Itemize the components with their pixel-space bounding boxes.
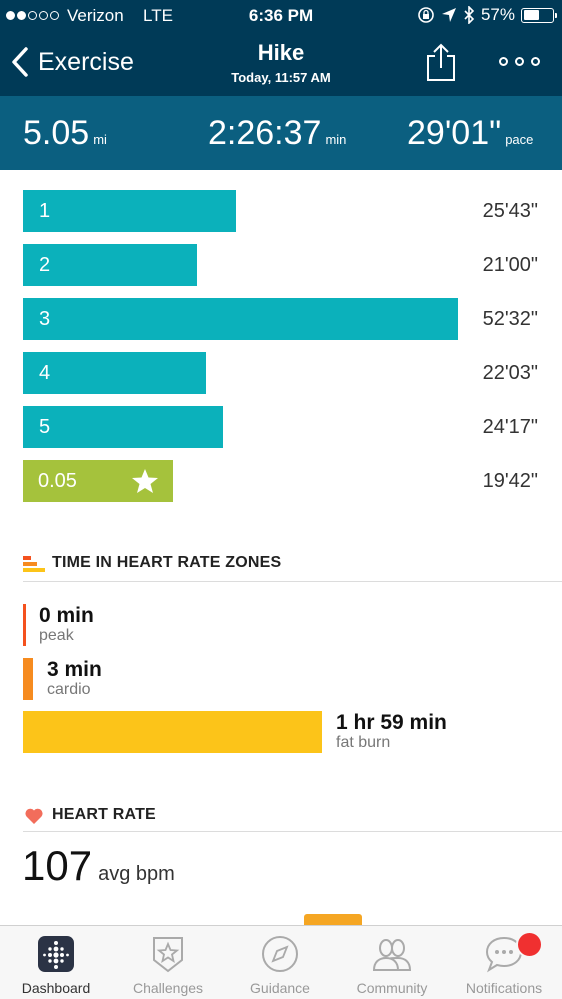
split-bar: 1 bbox=[23, 190, 236, 232]
split-bar-partial: 0.05 bbox=[23, 460, 173, 502]
split-bar: 2 bbox=[23, 244, 197, 286]
page-subtitle: Today, 11:57 AM bbox=[231, 70, 331, 85]
tab-dashboard[interactable]: Dashboard bbox=[0, 926, 112, 999]
avg-bpm-unit: avg bpm bbox=[98, 863, 175, 885]
split-bar: 3 bbox=[23, 298, 458, 340]
heart-rate-header: HEART RATE bbox=[23, 806, 562, 832]
pace-unit: pace bbox=[505, 132, 534, 147]
heart-zones-header: TIME IN HEART RATE ZONES bbox=[23, 554, 562, 582]
tab-label: Guidance bbox=[250, 980, 310, 996]
location-arrow-icon bbox=[441, 8, 456, 22]
zones-bars-icon bbox=[23, 556, 45, 572]
zone-label: fat burn bbox=[336, 734, 391, 751]
zone-bar-cardio bbox=[23, 658, 33, 700]
zone-value: 0 min bbox=[39, 604, 94, 627]
tab-challenges[interactable]: Challenges bbox=[112, 926, 224, 999]
tab-label: Dashboard bbox=[21, 980, 91, 996]
distance-value: 5.05 bbox=[23, 114, 90, 152]
zone-value: 1 hr 59 min bbox=[336, 711, 447, 734]
battery-percent: 57% bbox=[480, 5, 515, 24]
split-time: 21'00" bbox=[482, 254, 538, 276]
rotation-lock-icon bbox=[418, 7, 434, 23]
split-label: 0.05 bbox=[38, 469, 77, 492]
heart-icon bbox=[25, 808, 43, 824]
signal-strength-icon bbox=[6, 11, 59, 20]
duration-value: 2:26:37 bbox=[208, 114, 322, 152]
distance-stat: 5.05 mi bbox=[23, 114, 107, 153]
clock: 6:36 PM bbox=[248, 6, 314, 25]
star-icon bbox=[132, 469, 158, 493]
split-label: 3 bbox=[39, 307, 51, 330]
distance-unit: mi bbox=[93, 132, 107, 147]
tab-label: Notifications bbox=[465, 980, 543, 996]
tab-label: Community bbox=[356, 980, 428, 996]
community-people-icon bbox=[372, 939, 412, 971]
split-label: 5 bbox=[39, 415, 51, 438]
tab-bar: Dashboard Challenges Guidance Community … bbox=[0, 925, 562, 999]
zone-bar-peak bbox=[23, 604, 26, 646]
split-bar: 4 bbox=[23, 352, 206, 394]
tab-guidance[interactable]: Guidance bbox=[224, 926, 336, 999]
share-icon[interactable] bbox=[423, 42, 459, 82]
pace-value: 29'01" bbox=[407, 114, 502, 152]
chevron-left-icon bbox=[12, 47, 28, 77]
chart-marker-tab bbox=[304, 914, 362, 926]
avg-bpm-value: 107 bbox=[22, 842, 93, 889]
carrier-name: Verizon bbox=[67, 6, 124, 25]
network-type: LTE bbox=[143, 6, 173, 25]
compass-icon bbox=[262, 936, 298, 972]
split-time: 52'32" bbox=[482, 308, 538, 330]
battery-icon bbox=[521, 7, 557, 23]
back-button[interactable]: Exercise bbox=[10, 46, 134, 78]
split-label: 2 bbox=[39, 253, 51, 276]
split-time: 19'42" bbox=[482, 470, 538, 492]
section-title: HEART RATE bbox=[52, 806, 156, 823]
page-title: Hike bbox=[257, 40, 305, 65]
split-time: 22'03" bbox=[482, 362, 538, 384]
status-right: 57% bbox=[417, 5, 557, 25]
split-time: 25'43" bbox=[482, 200, 538, 222]
zone-label: peak bbox=[39, 627, 74, 644]
dashboard-icon bbox=[38, 936, 74, 972]
avg-heart-rate: 107 avg bpm bbox=[22, 842, 175, 890]
bluetooth-icon bbox=[464, 6, 475, 24]
duration-stat: 2:26:37 min bbox=[208, 114, 346, 153]
split-bar: 5 bbox=[23, 406, 223, 448]
zone-value: 3 min bbox=[47, 658, 102, 681]
pace-stat: 29'01" pace bbox=[407, 114, 533, 153]
zone-bar-fat-burn bbox=[23, 711, 322, 753]
exercise-summary: 5.05 mi 2:26:37 min 29'01" pace bbox=[0, 96, 562, 170]
challenges-star-icon bbox=[153, 937, 183, 973]
more-options-button[interactable] bbox=[496, 50, 542, 72]
split-label: 4 bbox=[39, 361, 51, 384]
zone-label: cardio bbox=[47, 681, 91, 698]
status-bar: Verizon LTE 6:36 PM 57% bbox=[0, 0, 562, 32]
back-label: Exercise bbox=[38, 47, 134, 76]
notification-badge bbox=[516, 931, 543, 958]
split-time: 24'17" bbox=[482, 416, 538, 438]
nav-header: Exercise Hike Today, 11:57 AM bbox=[0, 32, 562, 96]
split-label: 1 bbox=[39, 199, 51, 222]
tab-notifications[interactable]: Notifications bbox=[448, 926, 560, 999]
section-title: TIME IN HEART RATE ZONES bbox=[52, 554, 282, 571]
tab-label: Challenges bbox=[132, 980, 204, 996]
duration-unit: min bbox=[325, 132, 347, 147]
tab-community[interactable]: Community bbox=[336, 926, 448, 999]
